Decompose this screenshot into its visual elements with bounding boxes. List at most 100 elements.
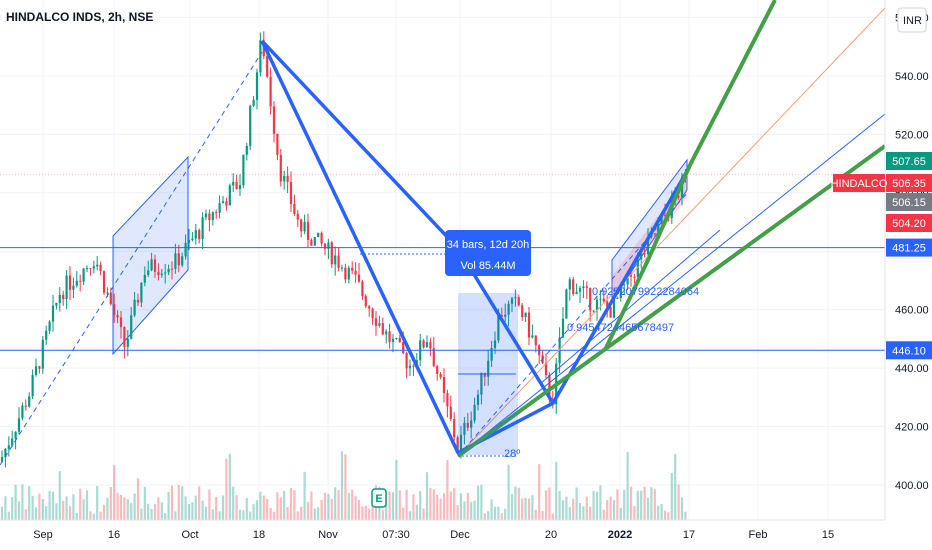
volume-bar — [286, 507, 289, 520]
candle-body — [96, 264, 99, 267]
volume-bar — [174, 511, 177, 520]
volume-bar — [534, 509, 537, 520]
volume-bar — [602, 509, 605, 520]
volume-bar — [310, 491, 313, 520]
candle-body — [330, 242, 333, 265]
volume-bar — [470, 501, 473, 520]
candle-body — [48, 321, 51, 331]
candle-body — [306, 221, 310, 240]
volume-bar — [419, 491, 422, 520]
candle-body — [473, 404, 476, 421]
volume-bar — [147, 503, 150, 520]
volume-bar — [123, 497, 126, 520]
price-tag-label: 507.65 — [892, 156, 926, 168]
measure-tool: 34 bars, 12d 20h Vol 85.44M 28º E — [360, 230, 531, 508]
volume-bar — [194, 495, 197, 520]
candle-body — [527, 312, 531, 338]
volume-bar — [68, 506, 72, 520]
candle-body — [534, 335, 537, 346]
trendline-blue-2 — [539, 229, 721, 385]
level-tag — [886, 238, 932, 257]
candle-body — [150, 259, 153, 271]
trendline-blue-1 — [457, 113, 885, 457]
volume-bar — [660, 503, 663, 520]
candle-body — [575, 291, 578, 295]
candle-body — [487, 360, 490, 377]
volume-bar — [541, 510, 544, 520]
candle-body — [62, 294, 65, 300]
candle-body — [68, 275, 72, 290]
volume-bar — [232, 486, 235, 520]
volume-bar — [89, 511, 92, 520]
candle-body — [602, 298, 605, 302]
candle-body — [436, 366, 439, 374]
volume-bar — [330, 498, 333, 520]
volume-bar — [320, 499, 323, 520]
volume-bar — [133, 493, 136, 520]
volume-bar — [575, 487, 578, 520]
x-tick-label: Dec — [450, 529, 470, 541]
volume-bar — [640, 490, 643, 520]
candle-body — [286, 175, 289, 183]
candle-body — [439, 373, 442, 378]
candle-body — [317, 232, 320, 238]
candle-body — [174, 253, 177, 270]
volume-bar — [130, 502, 133, 520]
candle-body — [300, 219, 303, 232]
x-tick-label: 15 — [822, 529, 834, 541]
volume-bar — [643, 486, 646, 520]
candle-body — [422, 340, 425, 348]
volume-bar — [102, 504, 106, 520]
candle-body — [334, 255, 337, 265]
volume-bar — [612, 500, 616, 520]
volume-bar — [548, 487, 551, 520]
x-tick-label: Nov — [318, 529, 338, 541]
y-tick-label: 460.00 — [895, 305, 929, 317]
volume-bar — [402, 507, 405, 520]
volume-bar — [623, 489, 626, 520]
volume-bar — [527, 498, 531, 520]
candle-body — [279, 154, 282, 182]
volume-bar — [568, 506, 571, 520]
candle-body — [187, 239, 191, 243]
volume-bar — [126, 498, 129, 520]
volume-bar — [266, 499, 269, 520]
price-tag — [886, 214, 932, 232]
volume-bar — [595, 491, 599, 520]
candle-body — [521, 305, 524, 317]
volume-bar — [446, 459, 449, 520]
candle-body — [157, 271, 160, 276]
volume-bar — [415, 504, 418, 520]
currency-button[interactable]: INR — [897, 7, 927, 33]
candle-body — [65, 275, 68, 300]
candle-body — [619, 285, 622, 299]
candle-body — [116, 315, 119, 318]
volume-bar — [283, 491, 286, 520]
volume-bar — [327, 494, 330, 520]
candle-body — [585, 286, 588, 288]
candle-body — [524, 312, 527, 317]
volume-bar — [473, 500, 476, 520]
volume-bar — [153, 504, 157, 520]
volume-bar — [490, 499, 493, 520]
volume-bar — [313, 508, 316, 520]
volume-bar — [504, 508, 507, 520]
candle-body — [45, 330, 48, 340]
candle-body — [102, 271, 106, 293]
volume-bar — [677, 484, 680, 520]
candle-body — [228, 185, 231, 206]
volume-bar — [388, 491, 391, 520]
candle-body — [470, 420, 473, 428]
candle-body — [31, 374, 34, 397]
volume-bar — [463, 501, 466, 520]
candle-body — [79, 280, 82, 282]
candle-body — [361, 281, 364, 296]
volume-bar — [7, 511, 10, 520]
volume-bar — [45, 506, 48, 520]
volume-bar — [538, 464, 541, 520]
candle-body — [167, 268, 170, 273]
volume-bar — [238, 509, 242, 520]
volume-bar — [514, 486, 517, 520]
volume-bar — [663, 510, 667, 520]
